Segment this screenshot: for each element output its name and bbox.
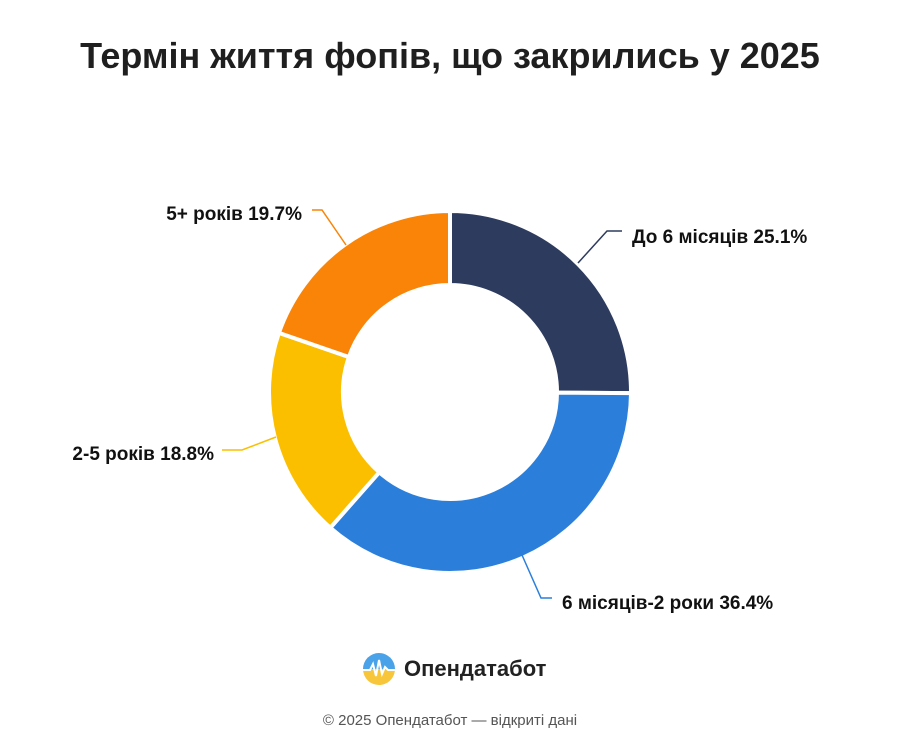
leader-line-2 — [521, 554, 552, 599]
slice-label-1: До 6 місяців 25.1% — [632, 227, 807, 248]
leader-line-3 — [222, 436, 277, 451]
chart-title: Термін життя фопів, що закрились у 2025 — [80, 35, 820, 76]
leader-line-1 — [577, 230, 622, 264]
footer-copyright: © 2025 Опендатабот — відкриті дані — [322, 712, 578, 729]
slice-label-4: 5+ років 19.7% — [166, 204, 302, 225]
donut-slice-4 — [276, 209, 452, 360]
leader-lines — [222, 209, 622, 599]
brand: Опендатабот — [362, 652, 546, 686]
opendatabot-logo-icon — [363, 653, 395, 685]
donut-slice-2 — [328, 390, 633, 575]
brand-name: Опендатабот — [404, 656, 547, 681]
leader-line-4 — [312, 209, 347, 246]
slice-label-2: 6 місяців-2 роки 36.4% — [562, 593, 773, 614]
donut-slice-3 — [267, 330, 382, 530]
slice-label-3: 2-5 років 18.8% — [72, 444, 214, 465]
slice-labels: До 6 місяців 25.1% 6 місяців-2 роки 36.4%… — [72, 204, 807, 614]
donut-slices — [267, 209, 633, 575]
donut-slice-1 — [448, 209, 633, 396]
